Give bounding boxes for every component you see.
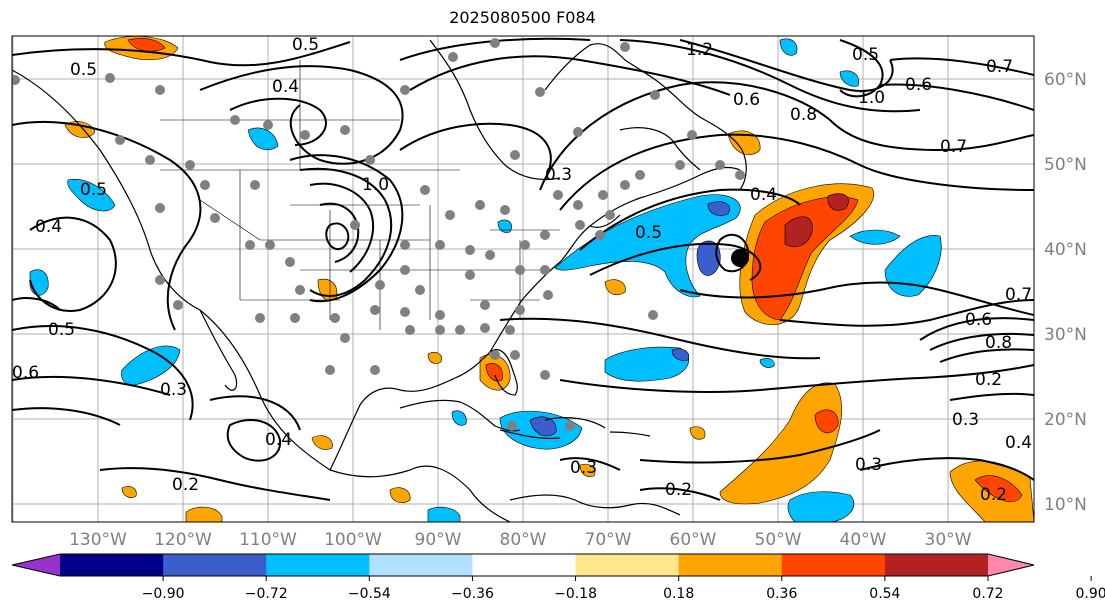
contour-label: 0.7 bbox=[986, 57, 1013, 77]
contour-label: 1.0 bbox=[858, 88, 885, 108]
lat-lon-grid bbox=[12, 36, 1034, 522]
lon-label: 50°W bbox=[755, 530, 802, 550]
colorbar-segment bbox=[575, 554, 680, 576]
colorbar-tick-label: 0.54 bbox=[869, 586, 900, 602]
contour-lines bbox=[12, 37, 1034, 501]
contour-label: 0.3 bbox=[952, 410, 979, 430]
contour-label: 0.4 bbox=[750, 185, 777, 205]
map-title: 2025080500 F084 bbox=[449, 8, 596, 27]
colorbar-segment bbox=[884, 554, 989, 576]
colorbar-segment bbox=[266, 554, 370, 576]
contour-label: 0.5 bbox=[292, 35, 319, 55]
contour-label: 0.6 bbox=[733, 90, 760, 110]
lat-label: 60°N bbox=[1044, 70, 1087, 90]
colorbar-segment bbox=[369, 554, 473, 576]
colorbar-tick-label: −0.90 bbox=[142, 586, 185, 602]
contour-label: 1.0 bbox=[362, 175, 389, 195]
lon-label: 130°W bbox=[69, 530, 127, 550]
colorbar-ticks: −0.90 −0.72 −0.54 −0.36 −0.18 0.18 0.36 0.54 0.7… bbox=[142, 576, 1105, 602]
colorbar-tick-label: −0.36 bbox=[451, 586, 494, 602]
lon-label: 40°W bbox=[840, 530, 887, 550]
contour-label: 0.2 bbox=[665, 480, 692, 500]
contour-label: 0.5 bbox=[48, 320, 75, 340]
state-borders bbox=[160, 60, 560, 330]
latitude-axis: 60°N 50°N 40°N 30°N 20°N 10°N bbox=[1044, 70, 1087, 515]
longitude-axis: 130°W 120°W 110°W 100°W 90°W 80°W 70°W 6… bbox=[69, 530, 972, 550]
contour-label: 0.4 bbox=[265, 430, 292, 450]
colorbar-segment bbox=[678, 554, 783, 576]
contour-label: 0.4 bbox=[35, 217, 62, 237]
contour-label: 0.6 bbox=[12, 363, 39, 383]
contour-label: 0.5 bbox=[635, 223, 662, 243]
contour-label: 0.8 bbox=[985, 333, 1012, 353]
contour-label: 0.3 bbox=[545, 165, 572, 185]
contour-label: 0.4 bbox=[272, 77, 299, 97]
colorbar-segment bbox=[781, 554, 886, 576]
colorbar-extend-high bbox=[988, 554, 1034, 576]
contour-label: 0.5 bbox=[80, 180, 107, 200]
lon-label: 100°W bbox=[324, 530, 382, 550]
contour-label: 0.4 bbox=[1005, 433, 1032, 453]
colorbar-tick-label: −0.54 bbox=[348, 586, 391, 602]
colorbar-segment bbox=[163, 554, 267, 576]
colorbar-tick-label: 0.72 bbox=[972, 586, 1003, 602]
contour-label: 0.5 bbox=[852, 45, 879, 65]
contour-label: 0.6 bbox=[905, 75, 932, 95]
contour-label: 0.5 bbox=[70, 60, 97, 80]
contour-label: 0.7 bbox=[1005, 285, 1032, 305]
lon-label: 30°W bbox=[925, 530, 972, 550]
contour-label: 0.6 bbox=[965, 310, 992, 330]
contour-label: 0.3 bbox=[160, 380, 187, 400]
colorbar-tick-label: 0.36 bbox=[766, 586, 797, 602]
colorbar-tick-label: 0.90 bbox=[1076, 586, 1105, 602]
colorbar-tick-label: 0.18 bbox=[663, 586, 694, 602]
map-frame bbox=[11, 35, 1035, 523]
contour-label: 0.8 bbox=[790, 105, 817, 125]
station-dots bbox=[12, 38, 745, 431]
lon-label: 70°W bbox=[585, 530, 632, 550]
lat-label: 50°N bbox=[1044, 155, 1087, 175]
lat-label: 20°N bbox=[1044, 410, 1087, 430]
contour-labels: 0.5 1.2 0.5 0.6 0.7 0.6 1.0 0.4 0.8 0.7 … bbox=[12, 35, 1032, 505]
contour-label: 0.2 bbox=[172, 475, 199, 495]
colorbar-segment bbox=[60, 554, 164, 576]
lon-label: 90°W bbox=[415, 530, 462, 550]
contour-label: 0.3 bbox=[855, 455, 882, 475]
contour-label: 0.7 bbox=[940, 137, 967, 157]
contour-label: 0.2 bbox=[980, 485, 1007, 505]
colorbar-tick-label: −0.72 bbox=[245, 586, 288, 602]
lon-label: 60°W bbox=[670, 530, 717, 550]
contour-label: 0.3 bbox=[570, 458, 597, 478]
lat-label: 40°N bbox=[1044, 240, 1087, 260]
contour-label: 1.2 bbox=[686, 40, 713, 60]
lon-label: 120°W bbox=[154, 530, 212, 550]
lat-label: 30°N bbox=[1044, 325, 1087, 345]
colorbar-segment bbox=[472, 554, 577, 576]
contour-label: 0.2 bbox=[975, 370, 1002, 390]
lat-label: 10°N bbox=[1044, 495, 1087, 515]
colorbar bbox=[11, 553, 1035, 577]
lon-label: 110°W bbox=[239, 530, 297, 550]
colorbar-extend-low bbox=[12, 554, 60, 576]
lon-label: 80°W bbox=[500, 530, 547, 550]
shading-negative bbox=[29, 38, 942, 522]
colorbar-tick-label: −0.18 bbox=[554, 586, 597, 602]
storm-center-marker bbox=[731, 249, 749, 267]
colorbar-outline bbox=[11, 553, 1035, 577]
